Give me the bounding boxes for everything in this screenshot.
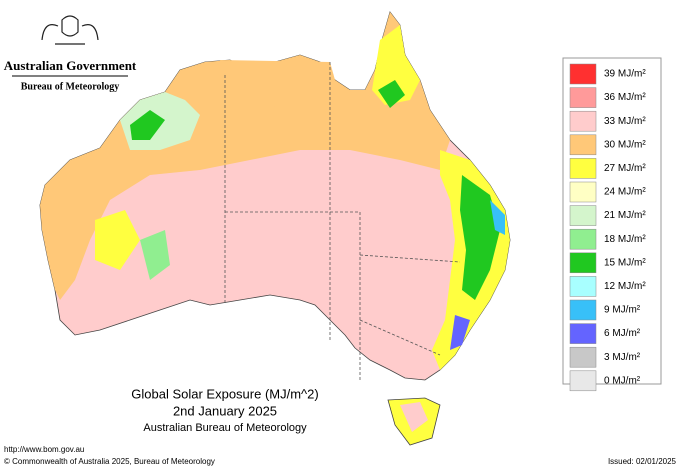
legend-swatch — [569, 299, 597, 321]
title: Global Solar Exposure (MJ/m^2) — [131, 386, 318, 401]
legend-swatch — [569, 110, 597, 132]
issued: Issued: 02/01/2025 — [608, 457, 677, 466]
legend-swatch — [569, 158, 597, 179]
australia — [39, 11, 511, 446]
legend-swatch — [569, 205, 597, 226]
legend-label: 36 MJ/m² — [604, 92, 646, 103]
legend-label: 3 MJ/m² — [604, 352, 641, 363]
source: Australian Bureau of Meteorology — [143, 422, 307, 434]
legend-label: 0 MJ/m² — [604, 375, 641, 386]
government: Australian Government — [4, 58, 137, 73]
legend-label: 30 MJ/m² — [604, 139, 646, 150]
date: 2nd January 2025 — [173, 403, 277, 418]
legend-swatch — [569, 134, 597, 156]
copyright: © Commonwealth of Australia 2025, Bureau… — [4, 457, 215, 466]
legend-label: 12 MJ/m² — [604, 281, 646, 292]
legend-label: 39 MJ/m² — [604, 69, 646, 80]
legend-swatch — [569, 228, 597, 250]
legend-swatch — [569, 63, 597, 85]
legend-label: 33 MJ/m² — [604, 116, 646, 127]
legend: 39 MJ/m² 36 MJ/m² 33 MJ/m² 30 MJ/m² 27 MJ/m²… — [562, 57, 662, 392]
legend-label: 27 MJ/m² — [604, 163, 646, 174]
legend-swatch — [569, 370, 597, 392]
legend-label: 6 MJ/m² — [604, 328, 641, 339]
legend-label: 18 MJ/m² — [604, 234, 646, 245]
legend-label: 9 MJ/m² — [604, 305, 641, 316]
legend-label: 21 MJ/m² — [604, 210, 646, 221]
legend-swatch — [569, 276, 597, 297]
crest — [41, 15, 99, 45]
legend-swatch — [569, 181, 597, 203]
legend-swatch — [569, 252, 597, 274]
legend-label: 24 MJ/m² — [604, 187, 646, 198]
legend-swatch — [569, 346, 597, 368]
legend-label: 15 MJ/m² — [604, 257, 646, 268]
agency: Bureau of Meteorology — [21, 81, 120, 92]
url: http://www.bom.gov.au — [4, 445, 84, 454]
legend-swatch — [569, 323, 597, 344]
legend-swatch — [569, 87, 597, 108]
